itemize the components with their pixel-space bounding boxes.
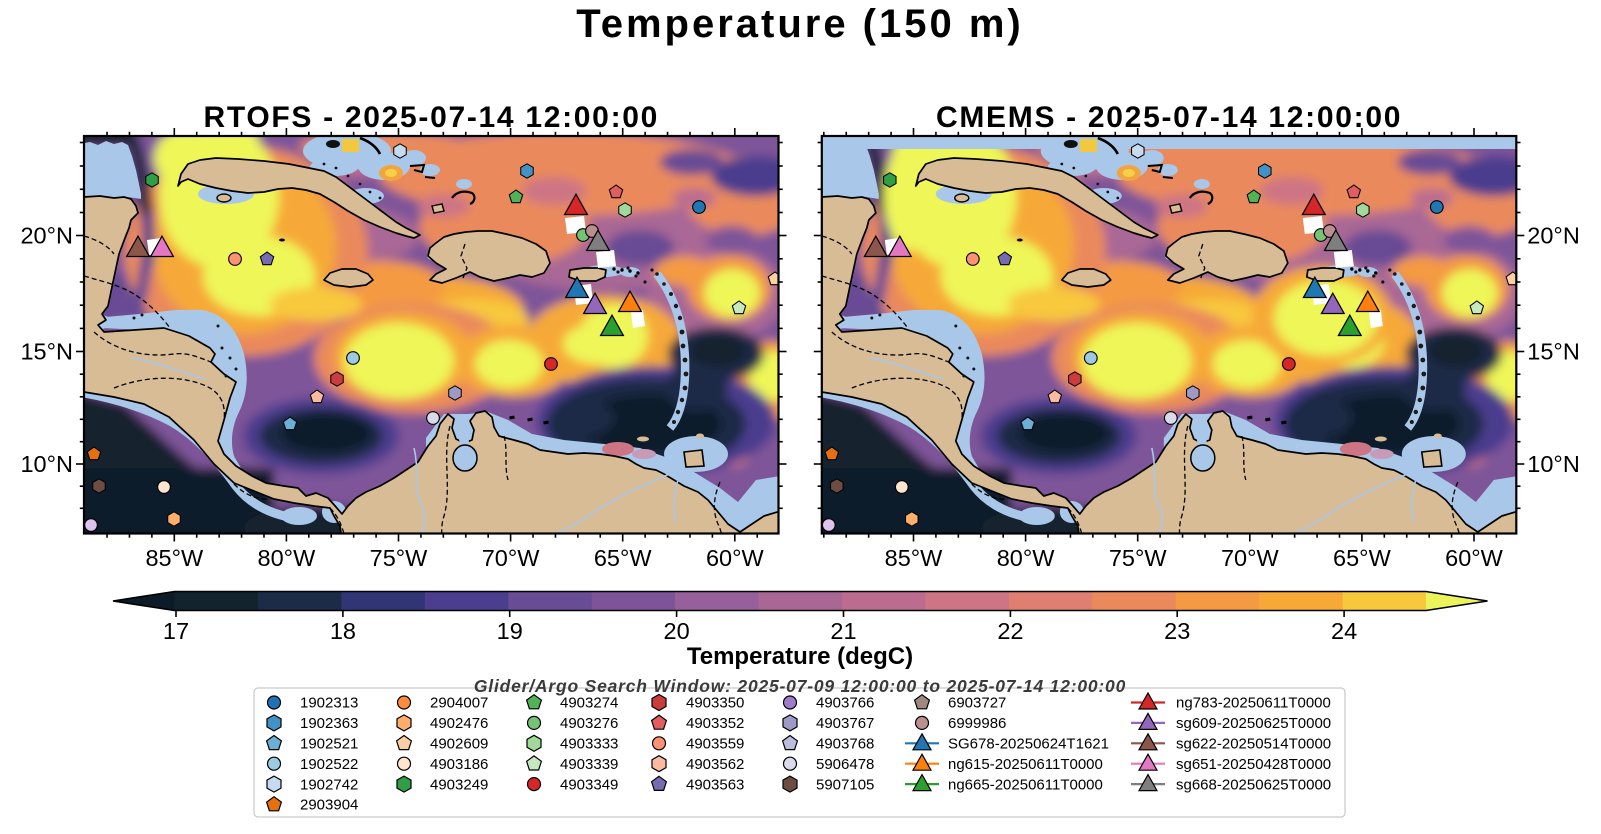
svg-text:22: 22 <box>997 618 1023 644</box>
svg-text:4903562: 4903562 <box>686 756 744 773</box>
svg-text:24: 24 <box>1331 618 1357 644</box>
svg-text:10°N: 10°N <box>1527 451 1580 477</box>
svg-text:18: 18 <box>330 618 356 644</box>
svg-text:4903339: 4903339 <box>560 756 618 773</box>
svg-text:4903768: 4903768 <box>816 736 874 753</box>
svg-text:Temperature (degC): Temperature (degC) <box>687 643 913 670</box>
svg-text:20°N: 20°N <box>20 223 73 249</box>
svg-text:ng783-20250611T0000: ng783-20250611T0000 <box>1176 695 1331 712</box>
svg-text:60°W: 60°W <box>706 545 765 571</box>
svg-text:80°W: 80°W <box>258 545 317 571</box>
svg-text:4902476: 4902476 <box>430 715 488 732</box>
svg-text:20: 20 <box>664 618 690 644</box>
svg-text:15°N: 15°N <box>20 339 73 365</box>
svg-text:6999986: 6999986 <box>948 715 1006 732</box>
svg-text:4903333: 4903333 <box>560 736 618 753</box>
svg-text:4903767: 4903767 <box>816 715 874 732</box>
svg-text:65°W: 65°W <box>594 545 653 571</box>
svg-text:10°N: 10°N <box>20 451 73 477</box>
svg-text:4903276: 4903276 <box>560 715 618 732</box>
svg-text:4903352: 4903352 <box>686 715 744 732</box>
svg-text:5907105: 5907105 <box>816 776 874 793</box>
svg-text:4902609: 4902609 <box>430 736 488 753</box>
svg-text:1902313: 1902313 <box>300 695 358 712</box>
svg-text:4903559: 4903559 <box>686 736 744 753</box>
svg-text:4903249: 4903249 <box>430 776 488 793</box>
svg-text:19: 19 <box>497 618 523 644</box>
svg-text:RTOFS - 2025-07-14 12:00:00: RTOFS - 2025-07-14 12:00:00 <box>203 101 659 134</box>
svg-text:ng665-20250611T0000: ng665-20250611T0000 <box>948 776 1103 793</box>
svg-text:SG678-20250624T1621: SG678-20250624T1621 <box>948 736 1109 753</box>
svg-text:70°W: 70°W <box>482 545 541 571</box>
svg-text:4903350: 4903350 <box>686 695 744 712</box>
svg-text:sg668-20250625T0000: sg668-20250625T0000 <box>1176 776 1331 793</box>
svg-text:15°N: 15°N <box>1527 339 1580 365</box>
svg-text:ng615-20250611T0000: ng615-20250611T0000 <box>948 756 1103 773</box>
svg-text:17: 17 <box>163 618 189 644</box>
svg-text:85°W: 85°W <box>885 545 944 571</box>
svg-text:4903563: 4903563 <box>686 776 744 793</box>
svg-text:4903186: 4903186 <box>430 756 488 773</box>
svg-text:1902363: 1902363 <box>300 715 358 732</box>
svg-text:5906478: 5906478 <box>816 756 874 773</box>
svg-text:CMEMS - 2025-07-14 12:00:00: CMEMS - 2025-07-14 12:00:00 <box>936 101 1402 134</box>
svg-text:23: 23 <box>1164 618 1190 644</box>
svg-text:4903274: 4903274 <box>560 695 618 712</box>
svg-text:sg609-20250625T0000: sg609-20250625T0000 <box>1176 715 1331 732</box>
svg-text:75°W: 75°W <box>1109 545 1168 571</box>
svg-text:1902521: 1902521 <box>300 736 358 753</box>
svg-text:70°W: 70°W <box>1221 545 1280 571</box>
svg-text:sg651-20250428T0000: sg651-20250428T0000 <box>1176 756 1331 773</box>
svg-text:21: 21 <box>830 618 856 644</box>
svg-text:60°W: 60°W <box>1445 545 1504 571</box>
svg-text:Glider/Argo Search Window: 202: Glider/Argo Search Window: 2025-07-09 12… <box>474 676 1126 696</box>
svg-text:2903904: 2903904 <box>300 797 358 814</box>
svg-text:75°W: 75°W <box>370 545 429 571</box>
svg-text:80°W: 80°W <box>997 545 1056 571</box>
svg-text:2904007: 2904007 <box>430 695 488 712</box>
svg-text:1902742: 1902742 <box>300 776 358 793</box>
svg-text:20°N: 20°N <box>1527 223 1580 249</box>
svg-text:6903727: 6903727 <box>948 695 1006 712</box>
svg-text:65°W: 65°W <box>1333 545 1392 571</box>
svg-text:1902522: 1902522 <box>300 756 358 773</box>
svg-text:4903349: 4903349 <box>560 776 618 793</box>
svg-text:4903766: 4903766 <box>816 695 874 712</box>
svg-text:Temperature (150 m): Temperature (150 m) <box>576 2 1024 46</box>
svg-text:sg622-20250514T0000: sg622-20250514T0000 <box>1176 736 1331 753</box>
svg-text:85°W: 85°W <box>145 545 204 571</box>
